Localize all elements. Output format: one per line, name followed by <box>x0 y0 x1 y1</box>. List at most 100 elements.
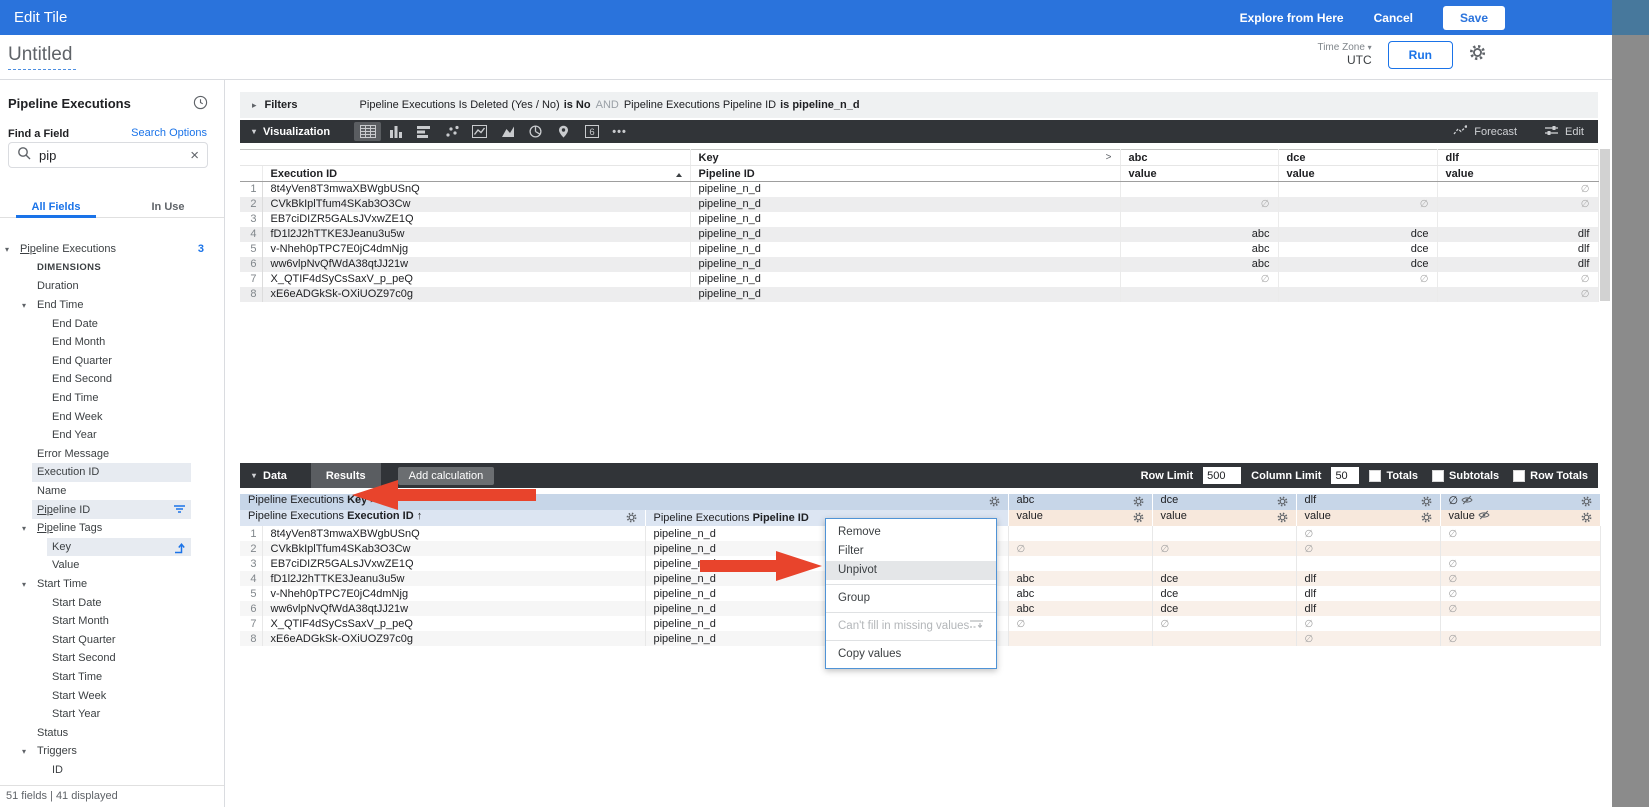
dlf-value-cell[interactable]: dlf <box>1437 241 1599 257</box>
abc-value-cell[interactable]: ∅ <box>1120 271 1279 287</box>
results-value-header[interactable]: value <box>1008 510 1153 526</box>
pipeline-id-cell[interactable]: pipeline_n_d <box>690 211 1121 227</box>
field-tree-item[interactable]: ID <box>52 763 63 776</box>
dce-value-cell[interactable]: dce <box>1152 586 1297 601</box>
execution-id-cell[interactable]: X_QTIF4dSyCsSaxV_p_peQ <box>262 616 646 631</box>
field-tree-item[interactable]: Start Week <box>52 689 107 702</box>
pipeline-id-cell[interactable]: pipeline_n_d <box>690 196 1121 212</box>
pivot-active-icon[interactable] <box>173 542 186 557</box>
field-tree-item[interactable]: ▾ Pipeline Tags <box>22 522 103 535</box>
dlf-value-cell[interactable] <box>1296 556 1441 571</box>
dce-value-cell[interactable] <box>1152 526 1297 541</box>
abc-value-cell[interactable] <box>1120 181 1279 197</box>
field-tree-item[interactable]: End Quarter <box>52 354 112 367</box>
viz-execution-id-header[interactable]: Execution ID <box>262 165 691 182</box>
dlf-value-cell[interactable]: dlf <box>1296 571 1441 586</box>
tile-title-input[interactable]: Untitled <box>8 44 77 70</box>
dlf-value-cell[interactable] <box>1437 211 1599 227</box>
cancel-button[interactable]: Cancel <box>1373 10 1413 25</box>
field-tree-item[interactable]: Value <box>52 559 80 572</box>
field-tree-item[interactable]: Start Time <box>52 670 103 683</box>
gear-icon[interactable] <box>1581 496 1592 510</box>
expander-icon[interactable]: ▾ <box>22 523 27 533</box>
dlf-value-cell[interactable]: dlf <box>1437 226 1599 242</box>
field-tree-item[interactable]: End Time <box>52 392 99 405</box>
dce-value-cell[interactable]: dce <box>1278 226 1438 242</box>
field-tree-item[interactable]: ▾ Triggers <box>22 745 77 758</box>
field-search-input[interactable] <box>39 147 183 163</box>
visualization-section-toggle[interactable]: ▾ Visualization <box>252 125 331 138</box>
results-pivot-abc-header[interactable]: abc <box>1008 494 1153 510</box>
viz-value-header[interactable]: value <box>1437 165 1599 182</box>
abc-value-cell[interactable] <box>1008 556 1153 571</box>
gear-icon[interactable] <box>989 496 1000 510</box>
gear-icon[interactable] <box>1277 496 1288 510</box>
field-tree-item[interactable]: ▾ End Time <box>22 299 84 312</box>
viz-key-group-header[interactable]: Key > <box>690 149 1121 166</box>
null-value-cell[interactable] <box>1440 616 1601 631</box>
filter-active-icon[interactable] <box>173 504 186 517</box>
results-execution-id-header[interactable]: Pipeline Executions Execution ID ↑ <box>240 510 646 526</box>
gear-icon[interactable] <box>1421 512 1432 526</box>
abc-value-cell[interactable]: ∅ <box>1120 196 1279 212</box>
execution-id-cell[interactable]: v-Nheh0pTPC7E0jC4dmNjg <box>262 586 646 601</box>
abc-value-cell[interactable] <box>1120 286 1279 302</box>
execution-id-cell[interactable]: xE6eADGkSk-OXiUOZ97c0g <box>262 286 691 302</box>
viz-pivot-value-header[interactable]: abc <box>1120 149 1279 166</box>
dce-value-cell[interactable]: ∅ <box>1152 616 1297 631</box>
edit-viz-button[interactable]: Edit <box>1545 125 1584 139</box>
execution-id-cell[interactable]: fD1l2J2hTTKE3Jeanu3u5w <box>262 571 646 586</box>
viz-type-scatter-icon[interactable] <box>438 122 465 141</box>
execution-id-cell[interactable]: v-Nheh0pTPC7E0jC4dmNjg <box>262 241 691 257</box>
results-pivot-dlf-header[interactable]: dlf <box>1296 494 1441 510</box>
column-limit-input[interactable] <box>1331 467 1360 484</box>
pipeline-id-cell[interactable]: pipeline_n_d <box>690 226 1121 242</box>
field-tree-item[interactable]: Status <box>37 726 69 739</box>
row-limit-input[interactable] <box>1203 467 1242 484</box>
expander-icon[interactable]: ▾ <box>22 300 27 310</box>
totals-checkbox[interactable]: Totals <box>1369 469 1418 482</box>
run-button[interactable]: Run <box>1387 41 1453 69</box>
results-pivot-null-header[interactable]: ∅ <box>1440 494 1601 510</box>
execution-id-cell[interactable]: CVkBkIplTfum4SKab3O3Cw <box>262 541 646 556</box>
tab-all-fields[interactable]: All Fields <box>0 198 112 218</box>
field-tree-item[interactable]: Key <box>0 537 224 557</box>
explore-from-here-link[interactable]: Explore from Here <box>1239 10 1344 25</box>
dce-value-cell[interactable] <box>1278 211 1438 227</box>
menu-item-copy-values[interactable]: Copy values <box>838 648 902 660</box>
abc-value-cell[interactable]: abc <box>1008 586 1153 601</box>
field-tree-item[interactable]: Start Date <box>52 596 102 609</box>
dce-value-cell[interactable]: ∅ <box>1278 271 1438 287</box>
pipeline-id-cell[interactable]: pipeline_n_d <box>690 256 1121 272</box>
gear-icon[interactable] <box>1277 512 1288 526</box>
dlf-value-cell[interactable]: ∅ <box>1437 286 1599 302</box>
execution-id-cell[interactable]: X_QTIF4dSyCsSaxV_p_peQ <box>262 271 691 287</box>
dlf-value-cell[interactable]: ∅ <box>1437 181 1599 197</box>
gear-icon[interactable] <box>1581 512 1592 526</box>
execution-id-cell[interactable]: EB7ciDIZR5GALsJVxwZE1Q <box>262 211 691 227</box>
gear-icon[interactable] <box>1133 512 1144 526</box>
dce-value-cell[interactable]: dce <box>1152 571 1297 586</box>
scrollbar-track[interactable] <box>1612 35 1649 807</box>
null-value-cell[interactable] <box>1440 541 1601 556</box>
execution-id-cell[interactable]: ww6vlpNvQfWdA38qtJJ21w <box>262 601 646 616</box>
expand-filters-icon[interactable]: ▸ <box>252 99 257 110</box>
clear-search-icon[interactable]: × <box>190 146 199 164</box>
timezone-selector[interactable]: Time Zone ▾ UTC <box>1317 42 1371 67</box>
dce-value-cell[interactable] <box>1152 631 1297 646</box>
filters-bar[interactable]: ▸ Filters Pipeline Executions Is Deleted… <box>240 92 1598 118</box>
field-tree-item[interactable]: Error Message <box>37 447 110 460</box>
viz-type-bar-icon[interactable] <box>410 122 437 141</box>
pipeline-id-cell[interactable]: pipeline_n_d <box>690 271 1121 287</box>
viz-type-single-value-icon[interactable]: 6 <box>578 122 605 141</box>
gear-icon[interactable] <box>626 512 637 526</box>
abc-value-cell[interactable]: ∅ <box>1008 616 1153 631</box>
save-button[interactable]: Save <box>1442 5 1505 30</box>
null-value-cell[interactable]: ∅ <box>1440 556 1601 571</box>
results-value-header[interactable]: value <box>1152 510 1297 526</box>
abc-value-cell[interactable] <box>1008 631 1153 646</box>
abc-value-cell[interactable]: abc <box>1120 226 1279 242</box>
menu-item-filter[interactable]: Filter <box>838 545 864 557</box>
field-search-box[interactable]: × <box>8 142 208 168</box>
null-value-cell[interactable]: ∅ <box>1440 586 1601 601</box>
